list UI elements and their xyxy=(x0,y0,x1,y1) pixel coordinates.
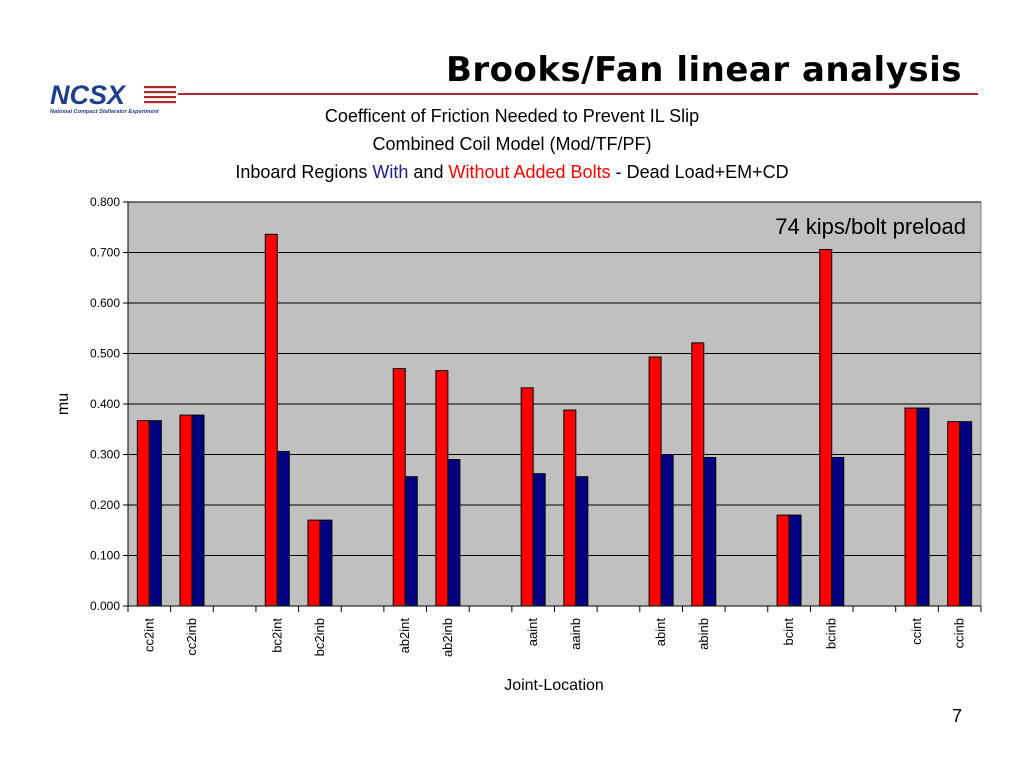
bar xyxy=(959,421,973,607)
bar xyxy=(276,450,290,607)
bar xyxy=(136,420,150,607)
bar xyxy=(307,519,321,607)
x-tick-label: aainb xyxy=(568,618,583,650)
x-axis-label: Joint-Location xyxy=(504,677,604,694)
bar xyxy=(435,370,449,607)
y-tick-label: 0.000 xyxy=(90,599,120,613)
x-tick-label: aaint xyxy=(525,618,540,647)
y-tick-label: 0.600 xyxy=(90,296,120,310)
title3-suffix: - Dead Load+EM+CD xyxy=(610,162,789,182)
bar xyxy=(947,421,961,607)
x-tick-label: ab2inb xyxy=(440,618,455,657)
bar xyxy=(404,476,418,607)
x-tick-label: abinb xyxy=(696,618,711,650)
bar xyxy=(532,473,546,607)
bar xyxy=(788,514,802,607)
logo-subtitle: National Compact Stellarator Experiment xyxy=(50,109,160,115)
logo-wordmark: NCSX xyxy=(50,80,127,110)
bar xyxy=(819,248,833,607)
bar xyxy=(148,420,162,607)
bar xyxy=(831,457,845,607)
bar xyxy=(916,407,930,607)
x-tick-label: cc2int xyxy=(141,618,156,652)
x-tick-label: bcint xyxy=(781,618,796,646)
title3-without: Without Added Bolts xyxy=(448,162,611,182)
chart-title-line2: Combined Coil Model (Mod/TF/PF) xyxy=(372,134,652,154)
bar xyxy=(520,387,534,607)
bar xyxy=(319,519,333,607)
bar xyxy=(660,454,674,607)
bar xyxy=(563,409,577,607)
bar xyxy=(264,233,278,607)
y-tick-label: 0.800 xyxy=(90,195,120,209)
title3-with: With xyxy=(372,162,409,182)
y-tick-label: 0.400 xyxy=(90,397,120,411)
x-tick-label: ccinb xyxy=(952,618,967,648)
x-tick-label: ccint xyxy=(909,618,924,645)
y-tick-label: 0.700 xyxy=(90,246,120,260)
preload-annotation: 74 kips/bolt preload xyxy=(775,214,966,239)
bar xyxy=(392,368,406,607)
y-tick-label: 0.200 xyxy=(90,498,120,512)
chart-title-line3: Inboard Regions With and Without Added B… xyxy=(0,162,1024,183)
bar xyxy=(691,342,705,607)
ncsx-logo: NCSX National Compact Stellarator Experi… xyxy=(50,80,176,115)
x-tick-label: bc2int xyxy=(269,618,284,653)
bar xyxy=(703,457,717,607)
bar xyxy=(904,407,918,607)
y-axis-label: mu xyxy=(55,393,72,415)
y-tick-label: 0.100 xyxy=(90,549,120,563)
header-rule xyxy=(178,93,978,95)
logo-stripes xyxy=(144,86,176,104)
chart-title-line1: Coefficent of Friction Needed to Prevent… xyxy=(324,106,700,126)
x-tick-label: bcinb xyxy=(824,618,839,649)
bar xyxy=(776,514,790,607)
x-tick-labels: cc2int cc2inb bc2int bc2inb ab2int ab2inb aain… xyxy=(141,618,966,657)
title3-and: and xyxy=(408,162,449,182)
x-tick-label: ab2int xyxy=(397,618,412,654)
x-tick-label: abint xyxy=(653,618,668,647)
bar xyxy=(648,356,662,607)
bar xyxy=(191,414,205,607)
x-tick-label: bc2inb xyxy=(312,618,327,656)
x-tick-label: cc2inb xyxy=(184,618,199,656)
slide-title: Brooks/Fan linear analysis xyxy=(445,50,962,90)
y-tick-labels: 0.000 0.100 0.200 0.300 0.400 0.500 0.600 0.700… xyxy=(90,195,120,613)
bar xyxy=(575,476,589,607)
title3-prefix: Inboard Regions xyxy=(235,162,373,182)
page-number: 7 xyxy=(951,706,962,726)
bars xyxy=(136,233,973,607)
y-tick-label: 0.500 xyxy=(90,347,120,361)
y-tick-label: 0.300 xyxy=(90,448,120,462)
bar xyxy=(179,414,193,607)
axes xyxy=(127,202,982,612)
bar xyxy=(447,459,461,607)
